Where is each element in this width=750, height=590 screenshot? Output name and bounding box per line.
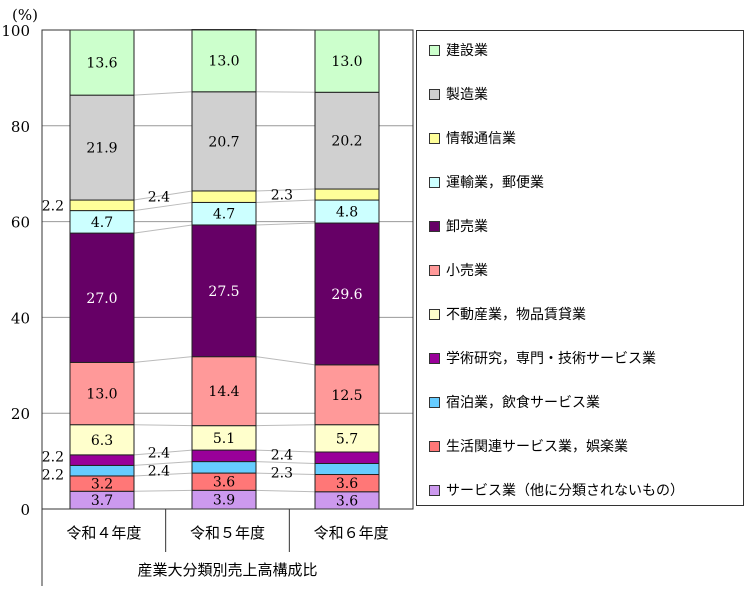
data-label: 27.0	[86, 291, 117, 307]
legend-swatch	[429, 353, 440, 364]
data-label: 5.1	[213, 431, 235, 447]
legend-swatch	[429, 397, 440, 408]
data-label: 2.3	[271, 188, 293, 204]
data-label: 12.5	[331, 388, 362, 404]
y-tick-label: 60	[11, 214, 30, 232]
data-label: 13.6	[86, 56, 117, 72]
data-label: 14.4	[208, 384, 239, 400]
legend-item: 建設業	[429, 40, 488, 60]
data-label: 6.3	[91, 433, 113, 449]
data-label: 3.6	[336, 493, 358, 509]
data-label: 3.2	[91, 477, 113, 493]
legend: 建設業製造業情報通信業運輸業，郵便業卸売業小売業不動産業，物品賃貸業学術研究，専…	[416, 30, 744, 506]
legend-item: 生活関連サービス業，娯楽業	[429, 436, 628, 456]
data-label: 13.0	[331, 54, 362, 70]
bar-segment	[315, 463, 379, 474]
data-label: 29.6	[331, 287, 362, 303]
legend-item: 不動産業，物品賃貸業	[429, 304, 586, 324]
y-tick-label: 0	[20, 501, 30, 519]
legend-label: 小売業	[446, 260, 488, 280]
data-label: 5.7	[336, 431, 358, 447]
connector-line	[256, 357, 315, 365]
bar-segment	[70, 465, 134, 476]
legend-label: サービス業（他に分類されないもの）	[446, 480, 684, 500]
y-tick-label: 80	[11, 118, 30, 136]
category-label: 令和６年度	[314, 524, 389, 542]
bar-segment	[192, 191, 256, 202]
legend-swatch	[429, 221, 440, 232]
data-label: 13.0	[208, 54, 239, 70]
connector-line	[134, 490, 192, 491]
legend-label: 建設業	[446, 40, 488, 60]
connector-line	[134, 425, 192, 426]
legend-label: 学術研究，専門・技術サービス業	[446, 348, 656, 368]
data-label: 4.7	[91, 215, 113, 231]
legend-item: 製造業	[429, 84, 488, 104]
data-label: 2.2	[42, 449, 64, 465]
connector-line	[256, 223, 315, 225]
legend-label: 宿泊業，飲食サービス業	[446, 392, 600, 412]
legend-item: 情報通信業	[429, 128, 516, 148]
data-label: 2.2	[42, 467, 64, 483]
data-label: 2.2	[42, 198, 64, 214]
bar-segment	[70, 455, 134, 466]
data-label: 13.0	[86, 387, 117, 403]
data-label: 20.7	[208, 134, 239, 150]
data-label: 27.5	[208, 284, 239, 300]
bar-segment	[192, 450, 256, 461]
legend-label: 製造業	[446, 84, 488, 104]
legend-item: 卸売業	[429, 216, 488, 236]
data-label: 3.6	[336, 476, 358, 492]
legend-item: 学術研究，専門・技術サービス業	[429, 348, 656, 368]
category-label: 令和４年度	[66, 524, 141, 542]
legend-swatch	[429, 45, 440, 56]
bar-segment	[315, 452, 379, 463]
data-label: 4.8	[336, 205, 358, 221]
legend-swatch	[429, 89, 440, 100]
bar-segment	[315, 189, 379, 200]
data-label: 2.4	[148, 464, 170, 480]
legend-label: 生活関連サービス業，娯楽業	[446, 436, 628, 456]
connector-line	[256, 490, 315, 491]
legend-label: 運輸業，郵便業	[446, 172, 544, 192]
bar-segment	[192, 462, 256, 473]
data-label: 3.6	[213, 475, 235, 491]
category-label: 令和５年度	[190, 524, 265, 542]
data-label: 3.9	[213, 493, 235, 509]
data-label: 20.2	[331, 134, 362, 150]
bar-segment	[70, 200, 134, 211]
y-tick-label: 20	[11, 405, 30, 423]
legend-item: 小売業	[429, 260, 488, 280]
x-axis-title: 産業大分類別売上高構成比	[137, 561, 317, 579]
legend-item: 宿泊業，飲食サービス業	[429, 392, 600, 412]
legend-swatch	[429, 177, 440, 188]
data-label: 2.3	[271, 465, 293, 481]
legend-item: サービス業（他に分類されないもの）	[429, 480, 684, 500]
legend-swatch	[429, 485, 440, 496]
legend-label: 不動産業，物品賃貸業	[446, 304, 586, 324]
legend-swatch	[429, 133, 440, 144]
legend-label: 情報通信業	[446, 128, 516, 148]
data-label: 2.4	[271, 447, 293, 463]
y-tick-label: 100	[1, 22, 30, 40]
unit-label: (%)	[12, 6, 38, 24]
connector-line	[134, 357, 192, 363]
y-tick-label: 40	[11, 309, 30, 327]
connector-line	[134, 92, 192, 95]
data-label: 2.4	[148, 190, 170, 206]
connector-line	[134, 225, 192, 233]
legend-item: 運輸業，郵便業	[429, 172, 544, 192]
legend-swatch	[429, 309, 440, 320]
connector-line	[256, 425, 315, 426]
legend-label: 卸売業	[446, 216, 488, 236]
data-label: 21.9	[86, 141, 117, 157]
legend-swatch	[429, 441, 440, 452]
legend-swatch	[429, 265, 440, 276]
data-label: 3.7	[91, 493, 113, 509]
data-label: 2.4	[148, 446, 170, 462]
data-label: 4.7	[213, 207, 235, 223]
